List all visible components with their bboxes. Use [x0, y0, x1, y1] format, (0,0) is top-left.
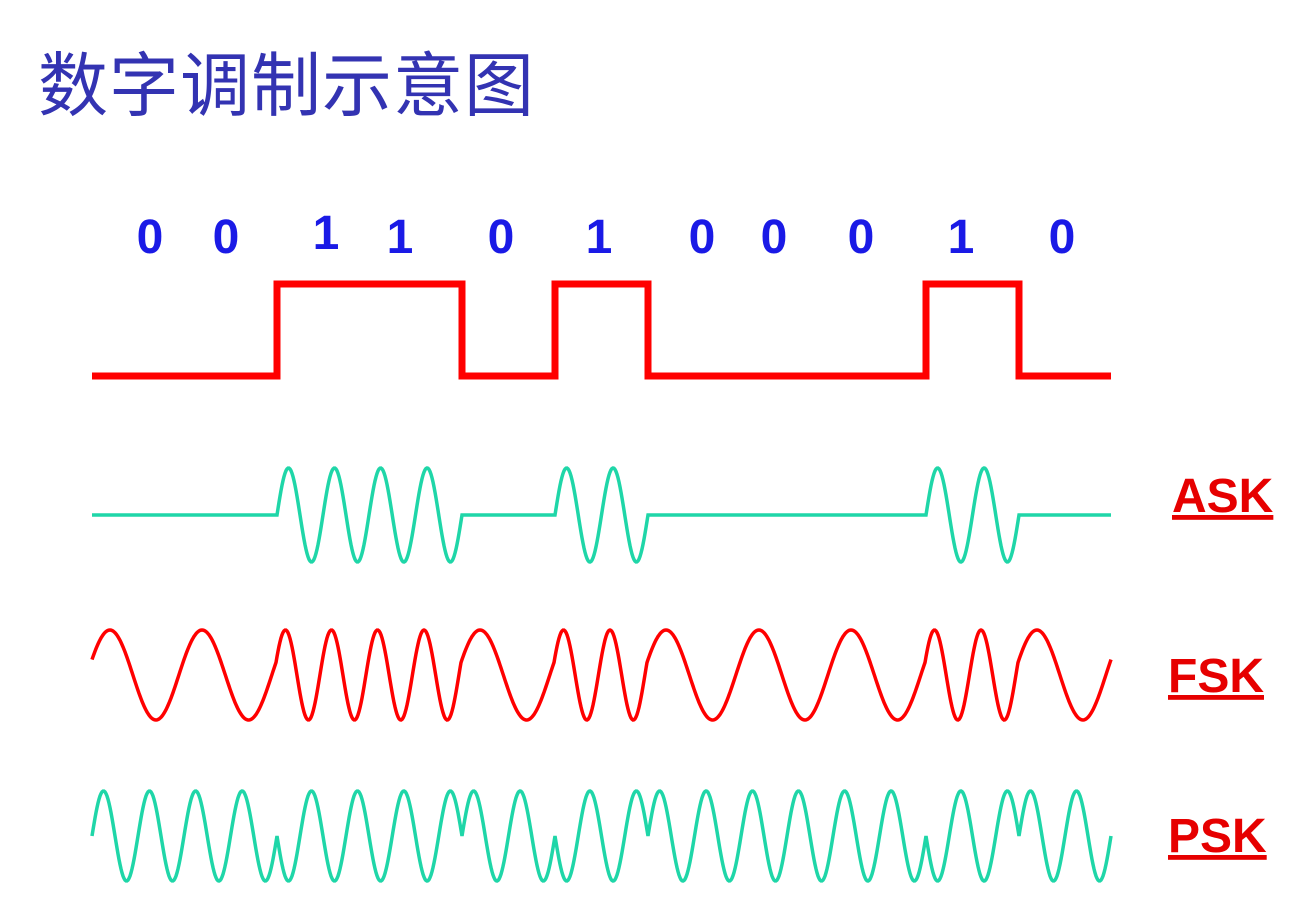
bit-label: 1: [948, 211, 975, 264]
bit-label: 0: [1049, 211, 1076, 264]
psk-label: PSK: [1168, 810, 1267, 863]
ask-waveform: [92, 466, 1111, 564]
bit-label: 0: [137, 211, 164, 264]
bit-label: 1: [586, 211, 613, 264]
bit-label: 1: [313, 207, 340, 260]
bit-label: 0: [848, 211, 875, 264]
fsk-label: FSK: [1168, 650, 1264, 703]
page-title: 数字调制示意图: [38, 45, 535, 127]
bit-label: 0: [689, 211, 716, 264]
bit-label: 1: [387, 211, 414, 264]
fsk-waveform: [90, 628, 1113, 722]
ask-label: ASK: [1172, 470, 1274, 523]
bit-label: 0: [761, 211, 788, 264]
bit-label: 0: [213, 211, 240, 264]
digital-signal: [92, 280, 1111, 380]
psk-waveform: [90, 789, 1113, 883]
bit-label: 0: [488, 211, 515, 264]
